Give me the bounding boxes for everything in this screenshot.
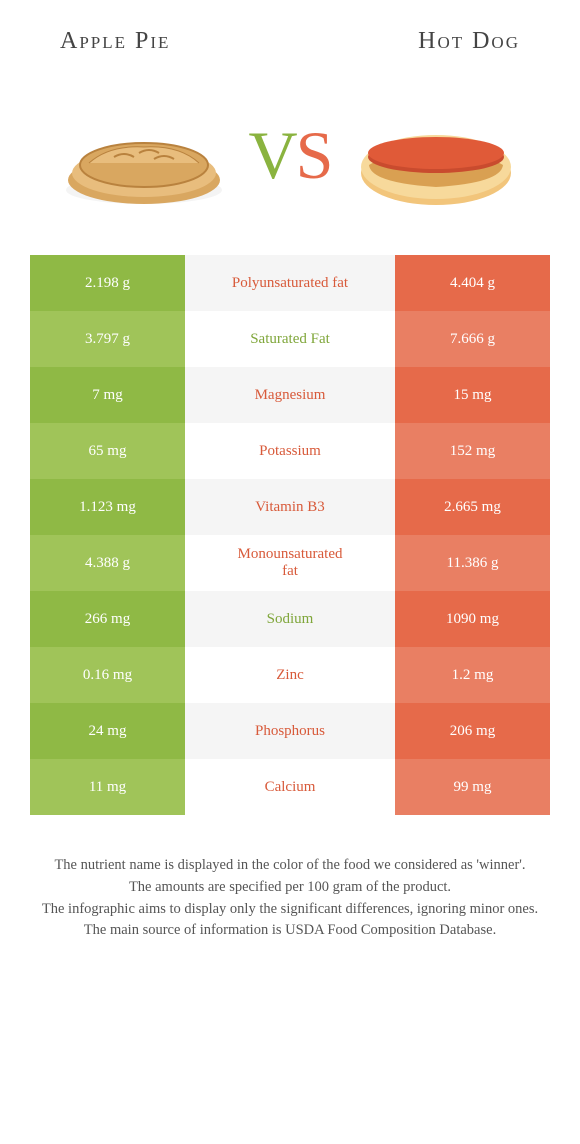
left-value: 4.388 g bbox=[30, 535, 185, 591]
right-value: 99 mg bbox=[395, 759, 550, 815]
right-value: 11.386 g bbox=[395, 535, 550, 591]
nutrient-name: Magnesium bbox=[185, 367, 395, 423]
table-row: 0.16 mgZinc1.2 mg bbox=[30, 647, 550, 703]
nutrient-name: Calcium bbox=[185, 759, 395, 815]
table-row: 3.797 gSaturated Fat7.666 g bbox=[30, 311, 550, 367]
nutrient-name: Sodium bbox=[185, 591, 395, 647]
table-row: 2.198 gPolyunsaturated fat4.404 g bbox=[30, 255, 550, 311]
table-row: 266 mgSodium1090 mg bbox=[30, 591, 550, 647]
right-value: 4.404 g bbox=[395, 255, 550, 311]
table-row: 1.123 mgVitamin B32.665 mg bbox=[30, 479, 550, 535]
table-row: 7 mgMagnesium15 mg bbox=[30, 367, 550, 423]
comparison-table: 2.198 gPolyunsaturated fat4.404 g3.797 g… bbox=[30, 255, 550, 815]
vs-row: VS bbox=[0, 65, 580, 255]
nutrient-name: Vitamin B3 bbox=[185, 479, 395, 535]
left-value: 7 mg bbox=[30, 367, 185, 423]
right-value: 152 mg bbox=[395, 423, 550, 479]
footer-line: The infographic aims to display only the… bbox=[40, 899, 540, 921]
left-value: 2.198 g bbox=[30, 255, 185, 311]
right-food-title: Hot Dog bbox=[418, 28, 520, 55]
header: Apple Pie Hot Dog bbox=[0, 0, 580, 65]
right-value: 1090 mg bbox=[395, 591, 550, 647]
left-food-title: Apple Pie bbox=[60, 28, 170, 55]
table-row: 24 mgPhosphorus206 mg bbox=[30, 703, 550, 759]
footer-notes: The nutrient name is displayed in the co… bbox=[0, 815, 580, 942]
nutrient-name: Saturated Fat bbox=[185, 311, 395, 367]
right-value: 1.2 mg bbox=[395, 647, 550, 703]
left-value: 11 mg bbox=[30, 759, 185, 815]
footer-line: The main source of information is USDA F… bbox=[40, 920, 540, 942]
left-value: 1.123 mg bbox=[30, 479, 185, 535]
apple-pie-icon bbox=[59, 95, 229, 215]
table-row: 65 mgPotassium152 mg bbox=[30, 423, 550, 479]
right-value: 2.665 mg bbox=[395, 479, 550, 535]
left-value: 24 mg bbox=[30, 703, 185, 759]
table-row: 11 mgCalcium99 mg bbox=[30, 759, 550, 815]
nutrient-name: Zinc bbox=[185, 647, 395, 703]
footer-line: The amounts are specified per 100 gram o… bbox=[40, 877, 540, 899]
right-value: 206 mg bbox=[395, 703, 550, 759]
left-value: 266 mg bbox=[30, 591, 185, 647]
vs-s: S bbox=[296, 117, 332, 193]
table-row: 4.388 gMonounsaturatedfat11.386 g bbox=[30, 535, 550, 591]
nutrient-name: Phosphorus bbox=[185, 703, 395, 759]
right-value: 7.666 g bbox=[395, 311, 550, 367]
left-value: 3.797 g bbox=[30, 311, 185, 367]
vs-v: V bbox=[249, 117, 296, 193]
nutrient-name: Monounsaturatedfat bbox=[185, 535, 395, 591]
hot-dog-icon bbox=[351, 95, 521, 215]
footer-line: The nutrient name is displayed in the co… bbox=[40, 855, 540, 877]
vs-label: VS bbox=[249, 116, 332, 195]
left-value: 0.16 mg bbox=[30, 647, 185, 703]
right-value: 15 mg bbox=[395, 367, 550, 423]
nutrient-name: Polyunsaturated fat bbox=[185, 255, 395, 311]
nutrient-name: Potassium bbox=[185, 423, 395, 479]
left-value: 65 mg bbox=[30, 423, 185, 479]
